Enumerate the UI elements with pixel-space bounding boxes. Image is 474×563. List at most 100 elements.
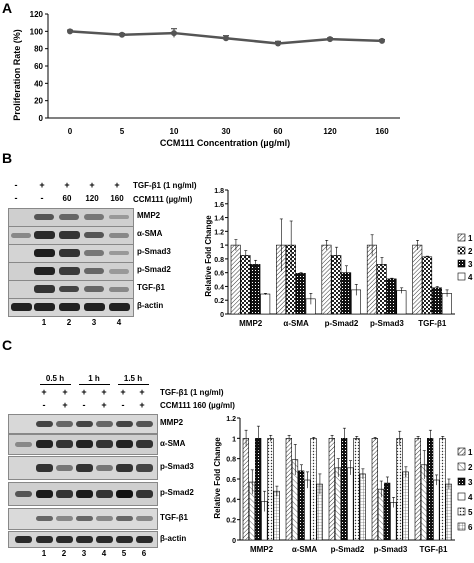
- legend-swatch: [457, 272, 466, 281]
- b-tgf-mark-3: +: [64, 180, 70, 190]
- bar: [427, 438, 434, 541]
- c-band: [96, 421, 113, 427]
- c-band-label-mmp2: MMP2: [160, 418, 184, 427]
- c-band: [76, 464, 93, 472]
- bar: [384, 482, 391, 541]
- c-band: [36, 464, 53, 472]
- b-band-label-psmad2: p-Smad2: [137, 265, 171, 274]
- b-ccm-mark-4: 120: [85, 194, 99, 203]
- b-band: [59, 303, 80, 311]
- legend-label: 1: [468, 234, 473, 243]
- y-tick-label: 0.4: [226, 497, 236, 504]
- b-tgf-row-label: TGF-β1 (1 ng/ml): [133, 181, 197, 190]
- y-tick-label: 0.6: [226, 477, 236, 484]
- b-lane-number: 4: [116, 318, 122, 327]
- b-ccm-mark-1: -: [14, 193, 18, 203]
- b-tgf-mark-2: +: [39, 180, 45, 190]
- c-band: [15, 491, 32, 497]
- b-lane-number: 2: [66, 318, 72, 327]
- y-tick-label: 1: [220, 243, 224, 250]
- y-tick-label: 1.2: [214, 229, 224, 236]
- c-ccm-mark: -: [82, 400, 86, 410]
- c-band: [96, 536, 113, 543]
- c-tgf-row-label: TGF-β1 (1 ng/ml): [160, 388, 224, 397]
- c-band: [36, 516, 53, 521]
- x-category-label: MMP2: [239, 319, 263, 328]
- bar: [422, 256, 433, 315]
- y-tick-label: 0.2: [214, 298, 224, 305]
- bar: [334, 467, 342, 541]
- c-time-bracket: [118, 384, 149, 385]
- c-blot-strip-asma: [8, 434, 158, 455]
- c-lane-number: 2: [61, 549, 67, 558]
- c-blot-strip-tgfb1: [8, 508, 158, 530]
- bar: [376, 264, 387, 315]
- panel-b-label: B: [2, 150, 13, 166]
- bar: [390, 502, 397, 541]
- b-band: [109, 269, 129, 274]
- c-ccm-mark: -: [42, 400, 46, 410]
- c-band: [15, 442, 32, 447]
- x-tick-label: 60: [274, 127, 283, 136]
- c-band-label-bactin: β-actin: [160, 534, 187, 543]
- x-tick-label: 10: [170, 127, 179, 136]
- c-band-label-psmad3: p-Smad3: [160, 462, 194, 471]
- y-tick-label: 0.8: [226, 457, 236, 464]
- y-tick-label: 120: [30, 10, 44, 19]
- b-blot-strip-tgfb1: [8, 280, 134, 299]
- y-tick-label: 20: [34, 97, 43, 106]
- c-band: [116, 464, 133, 472]
- y-tick-label: 60: [34, 62, 43, 71]
- bar: [445, 483, 452, 541]
- bar: [242, 438, 249, 541]
- bar: [431, 287, 442, 315]
- bar: [396, 438, 403, 541]
- b-band-label-asma: α-SMA: [137, 229, 163, 238]
- c-band: [76, 490, 93, 498]
- b-band: [109, 233, 129, 238]
- b-tgf-mark-5: +: [114, 180, 120, 190]
- b-band: [59, 286, 79, 292]
- x-category-label: α-SMA: [283, 319, 309, 328]
- c-band: [96, 465, 113, 471]
- y-tick-label: 1.8: [214, 188, 224, 195]
- c-band: [56, 536, 73, 543]
- data-point: [223, 35, 229, 42]
- bar: [377, 488, 385, 541]
- legend-label: 4: [468, 493, 473, 502]
- panel-a-label: A: [2, 0, 13, 16]
- data-point: [67, 28, 73, 35]
- c-band: [76, 536, 93, 543]
- bar: [414, 438, 421, 541]
- b-blot-strip-psmad2: [8, 262, 134, 281]
- b-tgf-mark-4: +: [89, 180, 95, 190]
- b-band: [84, 232, 104, 238]
- x-tick-label: 30: [222, 127, 231, 136]
- bar: [347, 467, 354, 541]
- x-tick-label: 5: [120, 127, 125, 136]
- c-ccm-row-label: CCM111 160 (µg/ml): [160, 401, 235, 410]
- bar: [305, 298, 316, 315]
- x-category-label: p-Smad3: [374, 545, 408, 554]
- c-band: [76, 516, 93, 521]
- proliferation-line-chart: Proliferation Rate (%) CCM111 Concentrat…: [12, 10, 400, 148]
- b-band: [34, 303, 55, 311]
- x-category-label: p-Smad2: [331, 545, 365, 554]
- c-band: [116, 516, 133, 521]
- legend-swatch: [457, 259, 466, 268]
- c-tgf-mark: +: [41, 387, 47, 397]
- c-lane-number: 1: [41, 549, 47, 558]
- bar: [433, 479, 440, 541]
- data-point: [379, 37, 385, 44]
- c-lane-number: 3: [81, 549, 87, 558]
- data-point: [171, 30, 177, 37]
- b-band: [84, 268, 104, 274]
- y-tick-label: 1.2: [226, 416, 236, 423]
- bar: [412, 244, 423, 315]
- c-band: [76, 440, 93, 448]
- b-ccm-mark-5: 160: [110, 194, 124, 203]
- y-tick-label: 1.4: [214, 216, 224, 223]
- y-tick-label: 0.8: [214, 257, 224, 264]
- legend-label: 4: [468, 273, 473, 282]
- c-lane-number: 4: [101, 549, 107, 558]
